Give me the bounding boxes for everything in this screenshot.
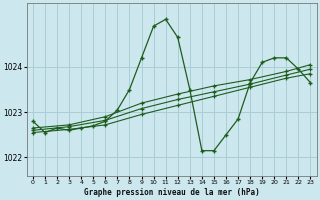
- X-axis label: Graphe pression niveau de la mer (hPa): Graphe pression niveau de la mer (hPa): [84, 188, 260, 197]
